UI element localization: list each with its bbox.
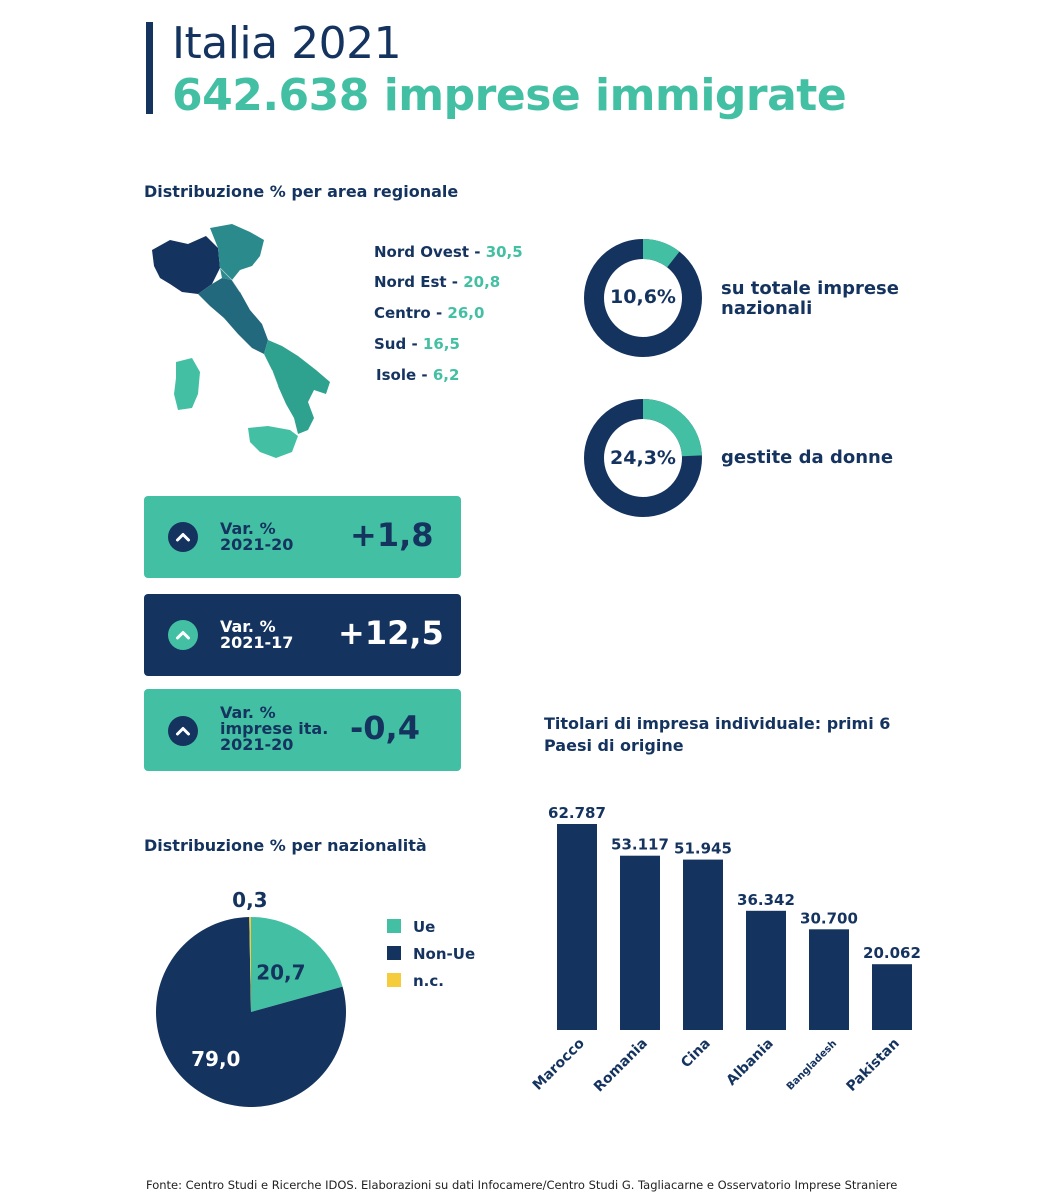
bar-value-label: 30.700 bbox=[800, 909, 858, 927]
variation-box-2021-20: Var. % 2021-20 +1,8 bbox=[144, 496, 461, 578]
bar-value-label: 20.062 bbox=[863, 944, 921, 962]
donut-women-value: 24,3% bbox=[610, 447, 676, 469]
variation-label: Var. % imprese ita. 2021-20 bbox=[220, 703, 329, 754]
legend-item-non-ue: Non-Ue bbox=[387, 945, 475, 963]
bar-category-label: Cina bbox=[678, 1036, 714, 1072]
chevron-up-icon bbox=[168, 716, 198, 746]
variation-value: -0,4 bbox=[350, 709, 420, 747]
variation-label: Var. % 2021-20 bbox=[220, 519, 294, 554]
donut-total-value: 10,6% bbox=[610, 286, 676, 308]
region-isole: Isole - 6,2 bbox=[376, 366, 460, 384]
bar-bangladesh bbox=[809, 929, 849, 1030]
bar-chart-title: Titolari di impresa individuale: primi 6… bbox=[544, 714, 891, 755]
regions-section-title: Distribuzione % per area regionale bbox=[144, 182, 459, 201]
source-footer: Fonte: Centro Studi e Ricerche IDOS. Ela… bbox=[146, 1178, 898, 1192]
donut-arc-total bbox=[642, 239, 680, 268]
legend-swatch bbox=[387, 973, 401, 987]
pie-slice-ue bbox=[251, 917, 343, 1012]
bar-value-label: 51.945 bbox=[674, 840, 732, 858]
bar-value-label: 36.342 bbox=[737, 891, 795, 909]
pie-chart: 20,7 79,0 0,3 bbox=[155, 888, 346, 1108]
pie-chart-title: Distribuzione % per nazionalità bbox=[144, 836, 427, 855]
pie-slice-nc bbox=[249, 917, 251, 1012]
bar-category-label: Marocco bbox=[530, 1035, 588, 1093]
bar-marocco bbox=[557, 824, 597, 1030]
variation-box-2021-17: Var. % 2021-17 +12,5 bbox=[144, 594, 461, 676]
region-centro: Centro - 26,0 bbox=[374, 304, 485, 322]
region-nord-est: Nord Est - 20,8 bbox=[374, 273, 501, 291]
bar-category-label: Pakistan bbox=[844, 1036, 903, 1095]
bar-category-label: Romania bbox=[591, 1036, 651, 1096]
pie-label-non-ue: 79,0 bbox=[191, 1047, 240, 1071]
legend-item-ue: Ue bbox=[387, 918, 435, 936]
bar-pakistan bbox=[872, 964, 912, 1030]
legend-swatch bbox=[387, 919, 401, 933]
bar-category-label: Bangladesh bbox=[785, 1038, 839, 1092]
donut-women-caption: gestite da donne bbox=[721, 447, 894, 468]
legend-item-nc: n.c. bbox=[387, 972, 444, 990]
chevron-up-icon bbox=[168, 620, 198, 650]
variation-value: +1,8 bbox=[350, 516, 434, 554]
donut-arc-women bbox=[642, 399, 702, 457]
variation-box-imprese-ita: Var. % imprese ita. 2021-20 -0,4 bbox=[144, 689, 461, 771]
bar-category-label: Albania bbox=[724, 1036, 777, 1089]
legend-swatch bbox=[387, 946, 401, 960]
region-nord-ovest: Nord Ovest - 30,5 bbox=[374, 243, 523, 261]
title-accent-bar bbox=[146, 22, 153, 114]
variation-value: +12,5 bbox=[338, 614, 444, 652]
pie-label-ue: 20,7 bbox=[256, 961, 305, 985]
bar-cina bbox=[683, 859, 723, 1030]
region-sud: Sud - 16,5 bbox=[374, 335, 460, 353]
page-title: Italia 2021 bbox=[172, 18, 402, 69]
bar-value-label: 62.787 bbox=[548, 804, 606, 822]
variation-label: Var. % 2021-17 bbox=[220, 617, 294, 652]
italy-map-icon bbox=[152, 224, 330, 458]
donut-chart-women bbox=[584, 399, 702, 517]
page-subtitle: 642.638 imprese immigrate bbox=[172, 70, 847, 121]
donut-chart-total bbox=[584, 239, 702, 357]
bar-romania bbox=[620, 855, 660, 1030]
donut-total-caption: su totale imprese nazionali bbox=[721, 278, 899, 319]
bar-albania bbox=[746, 910, 786, 1030]
chevron-up-icon bbox=[168, 522, 198, 552]
bar-value-label: 53.117 bbox=[611, 836, 669, 854]
pie-slice-non-ue bbox=[155, 917, 346, 1108]
pie-label-nc: 0,3 bbox=[232, 888, 267, 912]
bar-chart: 62.787 Marocco 53.117 Romania 51.945 Cina 36.3… bbox=[530, 804, 921, 1096]
